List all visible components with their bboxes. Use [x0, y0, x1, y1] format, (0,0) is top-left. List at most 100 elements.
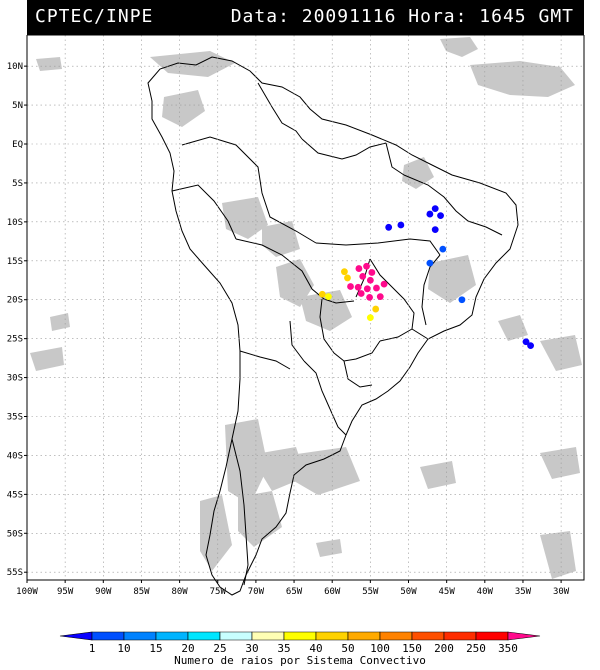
- lon-tick-label: 45W: [439, 587, 456, 597]
- legend-swatch: [443, 631, 477, 641]
- legend-label: 20: [181, 642, 194, 654]
- legend-label: 250: [466, 642, 486, 654]
- lon-tick-label: 50W: [400, 587, 417, 597]
- lat-lon-grid: [26, 35, 584, 580]
- header-bar: CPTEC/INPE Data: 20091116 Hora: 1645 GMT: [27, 0, 584, 35]
- lightning-cluster: [363, 262, 370, 270]
- legend-swatch: [155, 631, 189, 641]
- legend-label: 35: [277, 642, 290, 654]
- legend-swatch: [123, 631, 157, 641]
- lightning-layer: [318, 205, 534, 350]
- map-svg: 10N5NEQ5S10S15S20S25S30S35S40S45S50S55S …: [0, 34, 600, 630]
- lightning-cluster: [354, 283, 362, 291]
- latitude-axis: 10N 5N EQ 5S 10S 15S 20S 25S 30S 35S 40S 45S 50S 55S: [7, 62, 27, 578]
- country-borders: [147, 56, 519, 596]
- lon-tick-label: 35W: [515, 587, 532, 597]
- lightning-cluster: [458, 296, 466, 304]
- lightning-cluster: [359, 272, 367, 280]
- lat-tick-label: 20S: [7, 296, 23, 306]
- longitude-axis: 100W 95W 90W 85W 80W 75W 70W 65W 60W 55W 50W 45W 40W…: [16, 580, 570, 597]
- legend-title: Numero de raios por Sistema Convectivo: [174, 654, 426, 667]
- lightning-cluster: [341, 268, 348, 276]
- legend-swatch: [187, 631, 221, 641]
- lat-tick-label: 35S: [7, 413, 23, 423]
- lat-tick-label: EQ: [12, 140, 23, 150]
- lon-tick-label: 30W: [553, 587, 570, 597]
- lightning-cluster: [347, 283, 354, 290]
- lightning-cluster: [355, 265, 363, 272]
- legend-swatch: [251, 631, 285, 641]
- lightning-cluster: [527, 342, 534, 350]
- legend-swatch: [411, 631, 445, 641]
- lightning-cluster: [344, 274, 351, 282]
- lon-tick-label: 85W: [133, 587, 150, 597]
- color-legend: 1 10 15 20 25 30 35 40 50 100 150 200 250 350: [59, 631, 541, 654]
- lat-tick-label: 5N: [12, 101, 23, 111]
- lat-tick-label: 45S: [7, 490, 23, 500]
- lightning-cluster: [324, 293, 332, 300]
- lat-tick-label: 25S: [7, 335, 23, 345]
- cloud-cover: [30, 37, 582, 579]
- lightning-cluster: [357, 290, 365, 297]
- legend-label: 15: [149, 642, 162, 654]
- lightning-cluster: [426, 210, 434, 218]
- lightning-cluster: [385, 223, 393, 231]
- legend-swatch: [347, 631, 381, 641]
- source-label: CPTEC/INPE: [35, 6, 154, 27]
- lat-tick-label: 55S: [7, 568, 23, 578]
- lat-tick-label: 40S: [7, 451, 23, 461]
- legend-swatch: [315, 631, 349, 641]
- lon-tick-label: 40W: [477, 587, 494, 597]
- lon-tick-label: 100W: [16, 587, 38, 597]
- legend-swatch: [59, 631, 93, 641]
- lon-tick-label: 80W: [171, 587, 188, 597]
- lon-tick-label: 90W: [95, 587, 112, 597]
- lightning-cluster: [437, 212, 444, 220]
- map-frame: [26, 34, 585, 581]
- lightning-cluster: [431, 226, 439, 234]
- lat-tick-label: 10S: [7, 218, 23, 228]
- lightning-cluster: [366, 293, 373, 301]
- lat-tick-label: 10N: [7, 62, 23, 72]
- lon-tick-label: 95W: [57, 587, 74, 597]
- legend-label: 50: [341, 642, 354, 654]
- lightning-cluster: [522, 338, 530, 346]
- lightning-cluster: [368, 269, 376, 276]
- legend-swatch: [219, 631, 253, 641]
- legend-label: 40: [309, 642, 322, 654]
- lat-tick-label: 5S: [12, 179, 23, 189]
- legend-label: 10: [117, 642, 130, 654]
- lat-tick-label: 50S: [7, 529, 23, 539]
- legend-swatch: [507, 631, 541, 641]
- lightning-cluster: [439, 245, 447, 253]
- legend-swatch: [475, 631, 509, 641]
- legend-label: 1: [89, 642, 96, 654]
- legend-swatch: [379, 631, 413, 641]
- lightning-cluster: [318, 290, 326, 298]
- legend-swatch: [283, 631, 317, 641]
- legend-swatch: [91, 631, 125, 641]
- legend-label: 25: [213, 642, 226, 654]
- lon-tick-label: 60W: [324, 587, 341, 597]
- lightning-cluster: [426, 259, 434, 267]
- lightning-cluster: [366, 314, 374, 322]
- lightning-cluster: [376, 293, 384, 300]
- legend-label: 350: [498, 642, 518, 654]
- map-area: 10N 5N EQ 5S 10S 15S 20S 25S 30S 35S 40S 45S 50S 55S …: [0, 34, 600, 634]
- lat-tick-label: 15S: [7, 257, 23, 267]
- lightning-cluster: [363, 285, 371, 293]
- lightning-cluster: [380, 280, 388, 288]
- lightning-cluster: [431, 205, 439, 213]
- legend-label: 100: [370, 642, 390, 654]
- legend-label: 200: [434, 642, 454, 654]
- lon-tick-label: 55W: [362, 587, 379, 597]
- lon-tick-label: 70W: [248, 587, 265, 597]
- lon-tick-label: 75W: [210, 587, 227, 597]
- datetime-label: Data: 20091116 Hora: 1645 GMT: [230, 6, 574, 27]
- lightning-cluster: [397, 221, 405, 229]
- legend-label: 30: [245, 642, 258, 654]
- lightning-cluster: [366, 276, 374, 284]
- legend-label: 150: [402, 642, 422, 654]
- lat-tick-label: 30S: [7, 374, 23, 384]
- lon-tick-label: 65W: [286, 587, 303, 597]
